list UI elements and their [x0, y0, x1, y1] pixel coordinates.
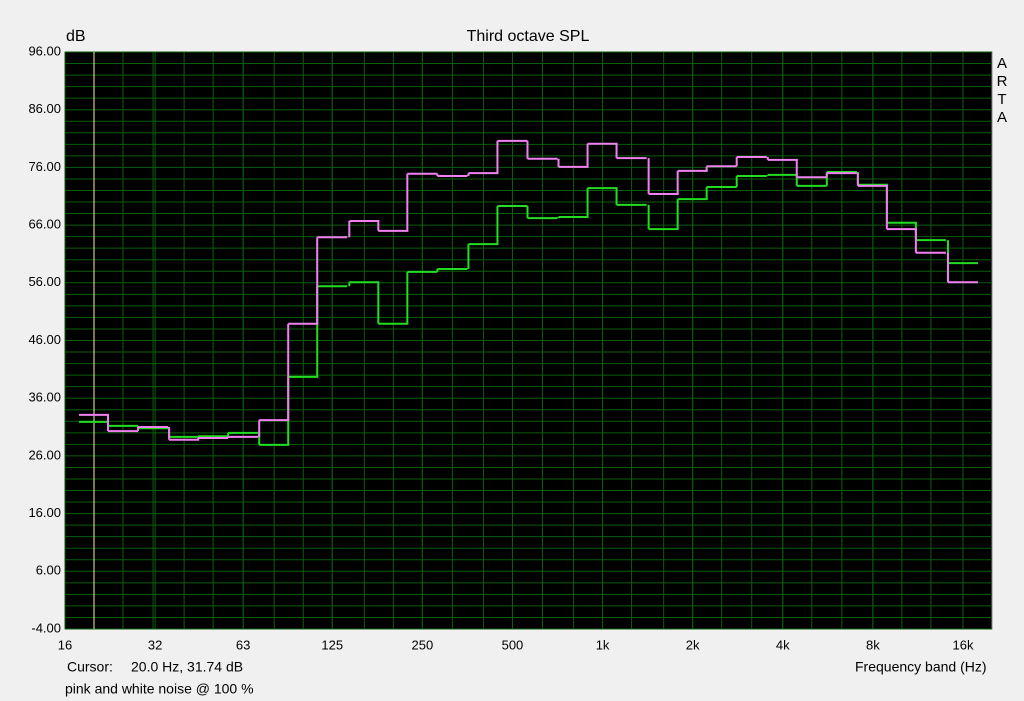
x-tick-label: 2k [686, 637, 700, 652]
x-tick-label: 125 [321, 637, 343, 652]
y-tick-label: 66.00 [28, 217, 61, 232]
x-tick-label: 16 [58, 637, 72, 652]
y-tick-label: 56.00 [28, 274, 61, 289]
x-tick-label: 1k [596, 637, 610, 652]
x-tick-label: 32 [148, 637, 162, 652]
brand: ARTA [994, 55, 1011, 127]
cursor-readout: 20.0 Hz, 31.74 dB [131, 659, 243, 675]
x-tick-label: 4k [776, 637, 790, 652]
x-tick-label: 63 [236, 637, 250, 652]
x-tick-label: 250 [411, 637, 433, 652]
y-tick-label: 36.00 [28, 390, 61, 405]
y-axis-label: dB [66, 28, 86, 45]
cursor-label: Cursor: [67, 659, 113, 675]
x-tick-label: 500 [502, 637, 524, 652]
y-tick-label: 96.00 [28, 43, 61, 58]
y-tick-label: 26.00 [28, 447, 61, 462]
y-tick-label: -4.00 [31, 620, 61, 635]
x-axis-label: Frequency band (Hz) [855, 659, 987, 675]
y-tick-label: 86.00 [28, 101, 61, 116]
y-tick-label: 46.00 [28, 332, 61, 347]
y-tick-label: 6.00 [36, 563, 61, 578]
y-tick-label: 76.00 [28, 159, 61, 174]
x-tick-label: 8k [866, 637, 880, 652]
note: pink and white noise @ 100 % [65, 681, 254, 697]
chart-title: Third octave SPL [467, 28, 590, 45]
x-tick-label: 16k [953, 637, 974, 652]
step-riser [106, 140, 949, 440]
y-tick-label: 16.00 [28, 505, 61, 520]
